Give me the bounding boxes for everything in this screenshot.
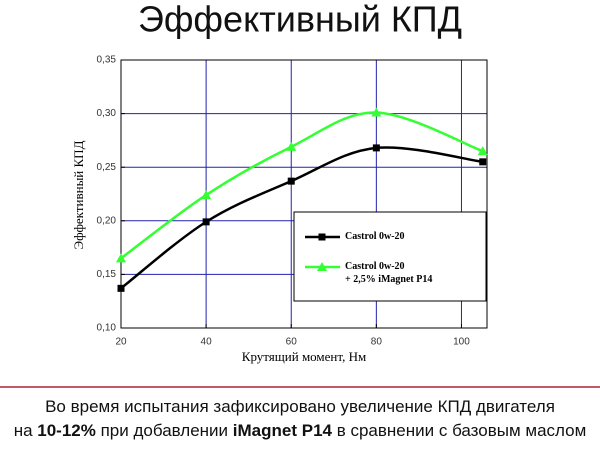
caption-text: при добавлении <box>95 421 233 440</box>
marker <box>286 141 297 151</box>
caption-line: Во время испытания зафиксировано увеличе… <box>0 395 600 419</box>
x-tick-label: 80 <box>371 337 383 348</box>
marker <box>477 146 488 156</box>
marker <box>202 218 210 226</box>
caption-line: на 10-12% при добавлении iMagnet P14 в с… <box>0 419 600 443</box>
y-tick-label: 0,25 <box>97 162 117 173</box>
y-tick-label: 0,20 <box>97 215 117 226</box>
x-tick-label: 60 <box>286 337 298 348</box>
legend-text: Castrol 0w-20 + 2,5% iMagnet P14 <box>345 261 433 285</box>
caption-text: в сравнении с базовым маслом <box>331 421 587 440</box>
marker <box>479 158 487 166</box>
caption-text: 10-12% <box>37 421 96 440</box>
legend-box <box>293 211 487 302</box>
y-tick-label: 0,10 <box>97 323 117 334</box>
marker <box>117 284 125 292</box>
x-axis-label: Крутящий момент, Нм <box>242 349 366 364</box>
x-tick-label: 20 <box>115 337 127 348</box>
legend-label: Castrol 0w-20 <box>345 231 405 242</box>
caption-text: Во время испытания зафиксировано увеличе… <box>45 397 555 416</box>
chart: Эффективный КПД Крутящий момент, Нм Эффе… <box>0 0 600 388</box>
marker <box>201 190 212 200</box>
marker <box>318 233 326 241</box>
y-tick-label: 0,30 <box>97 108 117 119</box>
y-tick-label: 0,15 <box>97 269 117 280</box>
chart-title: Эффективный КПД <box>138 0 462 40</box>
legend-text: Castrol 0w-20 <box>345 231 405 242</box>
marker <box>371 107 382 117</box>
marker <box>287 177 295 185</box>
marker <box>116 253 126 263</box>
x-tick-label: 40 <box>201 337 213 348</box>
caption-text: iMagnet P14 <box>232 421 332 440</box>
x-tick-label: 100 <box>453 337 470 348</box>
y-axis-label: Эффективный КПД <box>71 140 86 249</box>
caption: Во время испытания зафиксировано увеличе… <box>0 395 600 443</box>
marker <box>372 144 380 152</box>
legend-label: Castrol 0w-20 + 2,5% iMagnet P14 <box>345 261 433 285</box>
plot-frame <box>120 59 488 329</box>
caption-text: на <box>13 421 38 440</box>
marker <box>317 262 327 271</box>
y-tick-label: 0,35 <box>97 55 117 66</box>
